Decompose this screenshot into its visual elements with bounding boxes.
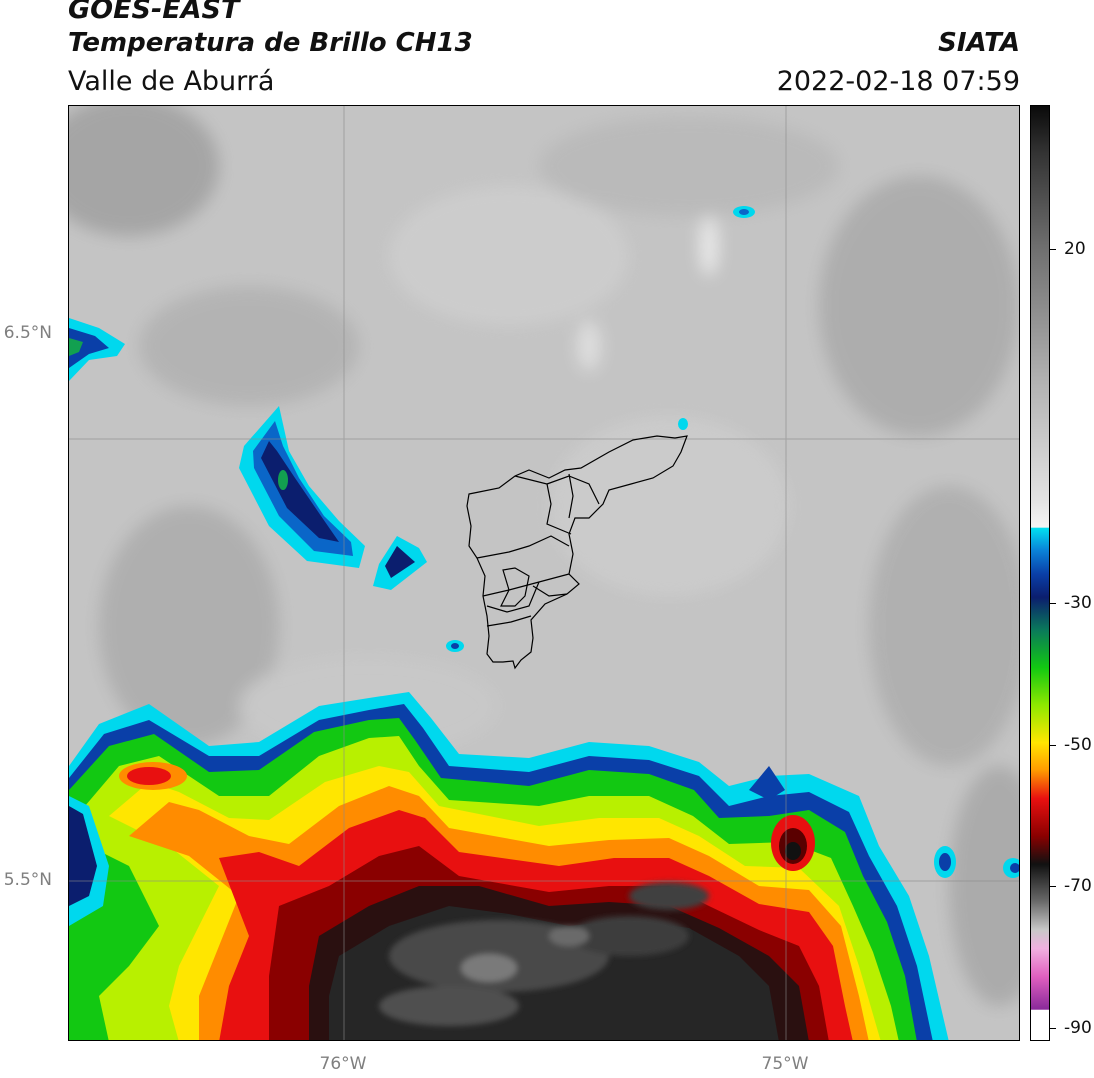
colorbar bbox=[1030, 105, 1050, 1041]
colorbar-label-minus70: -70 bbox=[1064, 876, 1092, 896]
colorbar-label-minus90: -90 bbox=[1064, 1018, 1092, 1038]
colorbar-label-minus50: -50 bbox=[1064, 735, 1092, 755]
cloud-blob-west bbox=[69, 318, 125, 381]
region-label: Valle de Aburrá bbox=[68, 66, 275, 97]
colorbar-tick-minus90 bbox=[1050, 1028, 1056, 1029]
lon-label-75: 75°W bbox=[761, 1054, 809, 1074]
lat-label-6-5: 6.5°N bbox=[3, 323, 52, 343]
graticule bbox=[69, 106, 1019, 1040]
cloud-band-nw bbox=[239, 406, 464, 652]
colorbar-tick-minus50 bbox=[1050, 745, 1056, 746]
satellite-title: GOES-EAST bbox=[68, 0, 240, 25]
convective-system bbox=[69, 692, 949, 1040]
colorbar-label-20: 20 bbox=[1064, 239, 1086, 259]
lat-label-5-5: 5.5°N bbox=[3, 870, 52, 890]
valle-de-aburra-boundaries bbox=[466, 435, 688, 670]
colorbar-tick-minus70 bbox=[1050, 886, 1056, 887]
agency-label: SIATA bbox=[938, 28, 1020, 58]
lon-label-76: 76°W bbox=[319, 1054, 367, 1074]
product-title: Temperatura de Brillo CH13 bbox=[68, 28, 473, 58]
colorbar-label-minus30: -30 bbox=[1064, 593, 1092, 613]
colorbar-tick-minus30 bbox=[1050, 603, 1056, 604]
satellite-map[interactable] bbox=[68, 105, 1020, 1041]
datetime-label: 2022-02-18 07:59 bbox=[776, 66, 1020, 97]
colorbar-tick-20 bbox=[1050, 249, 1056, 250]
